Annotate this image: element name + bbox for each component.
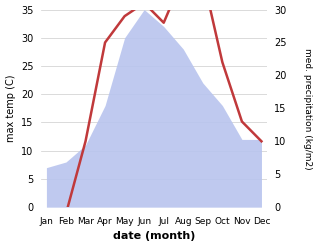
- Y-axis label: med. precipitation (kg/m2): med. precipitation (kg/m2): [303, 48, 313, 169]
- X-axis label: date (month): date (month): [113, 231, 195, 242]
- Y-axis label: max temp (C): max temp (C): [5, 75, 16, 142]
